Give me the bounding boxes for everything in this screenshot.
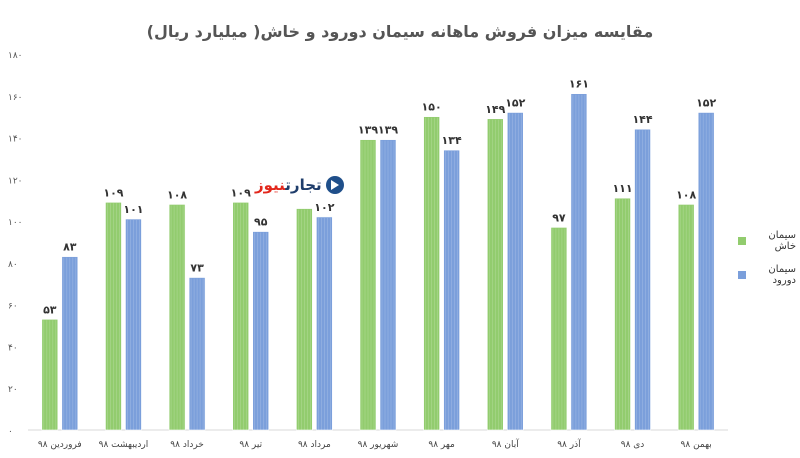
data-label: ۱۵۲ <box>505 96 525 109</box>
bar-dorood <box>61 256 79 431</box>
y-tick-label: ۶۰ <box>8 302 18 312</box>
bar-khash <box>168 204 186 431</box>
data-label: ۵۳ <box>43 303 57 316</box>
y-tick-label: ۱۴۰ <box>8 135 23 145</box>
bar-dorood <box>697 112 715 431</box>
data-label: ۱۰۲ <box>314 201 334 214</box>
x-tick-label: اردیبهشت ۹۸ <box>99 440 149 450</box>
y-tick-label: ۱۲۰ <box>8 176 23 186</box>
y-tick-label: ۱۶۰ <box>8 93 23 103</box>
logo-text-part2: نیوز <box>255 176 286 194</box>
bar-khash <box>550 227 568 431</box>
legend-item-dorood: سیمان دورود <box>738 264 796 286</box>
y-tick-label: ۱۰۰ <box>8 218 23 228</box>
logo-play-icon <box>325 176 344 194</box>
bar-khash <box>232 202 250 431</box>
data-label: ۱۳۹ <box>358 124 378 137</box>
data-label: ۱۴۴ <box>632 113 652 126</box>
logo-text: تجارتنیوز <box>255 176 322 194</box>
x-tick-label: آبان ۹۸ <box>492 438 519 450</box>
bar-khash <box>486 118 504 431</box>
y-tick-label: ۸۰ <box>8 260 18 270</box>
x-tick-label: مهر ۹۸ <box>428 440 455 450</box>
chart-legend: سیمان خاش سیمان دورود <box>738 230 796 298</box>
x-tick-label: بهمن ۹۸ <box>681 440 712 450</box>
bar-dorood <box>379 139 397 431</box>
data-label: ۱۵۰ <box>422 101 442 114</box>
watermark-logo: تجارتنیوز <box>255 176 344 194</box>
y-tick-label: ۱۸۰ <box>8 51 23 61</box>
bar-dorood <box>506 112 524 431</box>
bar-dorood <box>316 216 333 431</box>
bar-khash <box>105 202 122 431</box>
x-tick-label: تیر ۹۸ <box>239 440 262 450</box>
y-tick-label: ۲۰ <box>8 385 18 395</box>
x-tick-label: آذر ۹۸ <box>557 438 581 450</box>
data-label: ۱۱۱ <box>612 182 632 195</box>
bar-dorood <box>634 128 651 431</box>
data-label: ۸۳ <box>63 241 77 254</box>
x-tick-label: مرداد ۹۸ <box>298 440 331 450</box>
x-tick-label: شهریور ۹۸ <box>358 440 399 450</box>
legend-swatch-dorood <box>738 271 746 279</box>
legend-swatch-khash <box>738 237 746 245</box>
data-label: ۱۳۹ <box>378 124 398 137</box>
bar-dorood <box>443 149 460 431</box>
data-label: ۱۶۱ <box>569 78 589 91</box>
legend-label-dorood: سیمان دورود <box>768 264 796 286</box>
y-tick-label: ۰ <box>8 427 13 437</box>
data-label: ۱۴۹ <box>485 103 505 116</box>
bar-dorood <box>125 218 142 431</box>
bar-khash <box>423 116 440 431</box>
y-tick-label: ۴۰ <box>8 343 18 353</box>
data-label: ۷۳ <box>190 262 204 275</box>
bar-khash <box>296 208 313 431</box>
x-tick-label: خرداد ۹۸ <box>170 440 204 450</box>
data-label: ۱۳۴ <box>442 134 462 147</box>
data-label: ۱۰۸ <box>167 188 187 201</box>
chart-title: مقایسه میزان فروش ماهانه سیمان دورود و خ… <box>146 22 654 41</box>
data-label: ۱۰۹ <box>103 186 123 199</box>
bar-khash <box>614 197 631 431</box>
bar-dorood <box>570 93 588 431</box>
legend-item-khash: سیمان خاش <box>738 230 796 252</box>
bar-khash <box>359 139 377 431</box>
bar-dorood <box>188 277 206 431</box>
data-label: ۹۷ <box>552 211 566 224</box>
data-label: ۱۰۸ <box>676 188 696 201</box>
legend-label-khash: سیمان خاش <box>768 230 796 252</box>
logo-text-part1: تجارت <box>285 176 322 194</box>
x-tick-label: دی ۹۸ <box>621 440 645 450</box>
bar-khash <box>41 318 59 431</box>
data-label: ۱۵۲ <box>696 96 716 109</box>
data-label: ۱۰۹ <box>231 186 251 199</box>
bar-dorood <box>252 231 270 431</box>
x-tick-label: فروردین ۹۸ <box>38 440 82 450</box>
bar-khash <box>677 204 695 431</box>
data-label: ۱۰۱ <box>123 203 143 216</box>
data-label: ۹۵ <box>254 216 268 229</box>
